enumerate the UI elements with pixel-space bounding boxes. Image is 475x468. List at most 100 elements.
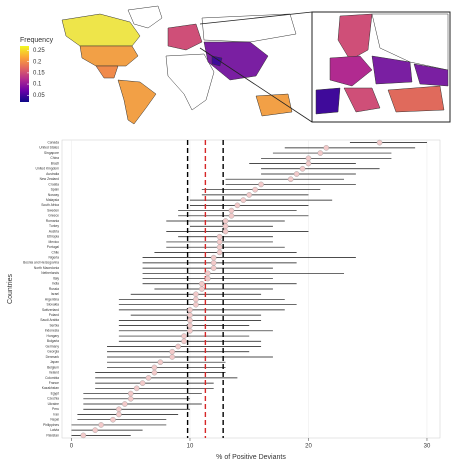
y-tick-label: Australia [46, 172, 59, 176]
south-america [117, 79, 157, 125]
point-estimate [240, 197, 247, 203]
y-tick-label: Pakistan [46, 433, 59, 437]
y-tick-label: Egypt [51, 391, 60, 395]
point-estimate [80, 432, 87, 439]
y-tick-label: Peru [52, 407, 59, 411]
y-tick-label: Canada [47, 140, 59, 144]
asia [203, 41, 269, 81]
point-estimate [175, 343, 181, 350]
point-estimate [228, 207, 235, 214]
point-estimate [376, 139, 383, 146]
point-estimate [246, 192, 253, 198]
y-tick-label: Norway [48, 193, 60, 197]
y-tick-label: Singapore [44, 151, 59, 155]
y-tick-label: Switzerland [42, 308, 59, 312]
y-tick-label: Philippines [43, 423, 59, 427]
legend: 0.05 0.1 0.15 0.2 0.25 [27, 48, 45, 99]
y-tick-label: Latvia [50, 428, 59, 432]
point-estimate [210, 254, 217, 261]
greenland [127, 5, 163, 29]
y-tick-label: Iran [53, 412, 59, 416]
y-tick-label: Russia [49, 287, 59, 291]
point-estimate [210, 260, 217, 266]
y-axis-label: Countries [7, 274, 14, 304]
y-tick-label: Chile [51, 250, 59, 254]
y-tick-label: Nepal [50, 418, 59, 422]
y-tick-label: Slovakia [47, 303, 60, 307]
point-estimate [181, 338, 187, 345]
central-europe [329, 55, 373, 87]
y-tick-label: United Kingdom [36, 167, 60, 171]
point-estimate [216, 249, 223, 256]
point-estimate [199, 280, 205, 287]
point-estimate [222, 228, 229, 235]
colorbar-tick-label: 0.2 [33, 59, 42, 65]
y-tick-label: Indonesia [45, 329, 59, 333]
iberia [315, 87, 341, 115]
point-estimate [216, 244, 223, 250]
point-estimate [222, 218, 229, 224]
point-estimate [210, 265, 217, 271]
point-estimate [216, 239, 223, 245]
y-tick-label: Romania [46, 219, 59, 223]
point-estimate [169, 348, 176, 355]
point-estimate [305, 155, 312, 162]
africa [165, 53, 215, 111]
y-tick-label: Czechia [47, 397, 59, 401]
y-tick-label: Brazil [51, 161, 60, 165]
y-tick-label: Colombia [45, 376, 59, 380]
point-estimate [216, 233, 223, 240]
point-estimate [187, 307, 193, 313]
mexico [95, 65, 119, 79]
y-tick-label: Croatia [48, 182, 59, 186]
turkey [387, 85, 445, 113]
y-tick-label: Bosnia and Herzegovina [23, 261, 59, 265]
y-tick-label: Georgia [47, 350, 59, 354]
europe [167, 23, 203, 51]
point-estimate [193, 296, 199, 303]
y-tick-label: Ukraine [48, 402, 60, 406]
point-estimate [204, 275, 211, 282]
y-tick-label: South Africa [41, 203, 59, 207]
y-tick-label: Hungary [47, 334, 60, 338]
y-tick-label: Israel [51, 292, 59, 296]
colorbar-tick-label: 0.05 [33, 93, 45, 99]
y-tick-label: China [50, 156, 59, 160]
point-estimate [234, 202, 241, 209]
point-estimate [287, 176, 294, 183]
usa [79, 45, 139, 67]
point-estimate [151, 364, 158, 371]
point-estimate [204, 270, 211, 277]
point-estimate [127, 390, 134, 397]
russia [201, 13, 297, 43]
y-tick-label: Ethiopia [47, 235, 59, 239]
x-tick-label: 10 [187, 444, 194, 450]
point-estimate [323, 145, 330, 151]
point-estimate [193, 301, 199, 308]
point-estimate [145, 375, 152, 381]
point-estimate [139, 380, 146, 386]
legend-title: Frequency [20, 37, 54, 44]
colorbar-tick-label: 0.15 [33, 70, 45, 76]
point-estimate [258, 181, 264, 188]
world-map [61, 5, 451, 125]
eastern-europe [371, 55, 413, 85]
y-tick-label: Austria [49, 229, 59, 233]
point-estimate [187, 328, 193, 334]
point-estimate [293, 171, 300, 177]
y-tick-label: Italy [53, 276, 59, 280]
y-tick-label: Netherlands [41, 271, 59, 275]
y-tick-label: France [49, 381, 59, 385]
point-estimate [199, 286, 205, 292]
point-estimate [169, 354, 176, 360]
point-estimate [299, 165, 306, 172]
point-estimate [305, 160, 312, 167]
y-tick-label: Turkey [49, 224, 59, 228]
point-estimate [187, 317, 193, 324]
point-estimate [98, 422, 104, 428]
point-estimate [151, 369, 158, 376]
y-tick-label: New Zealand [40, 177, 60, 181]
y-tick-label: Denmark [46, 355, 60, 359]
canada [61, 13, 141, 47]
